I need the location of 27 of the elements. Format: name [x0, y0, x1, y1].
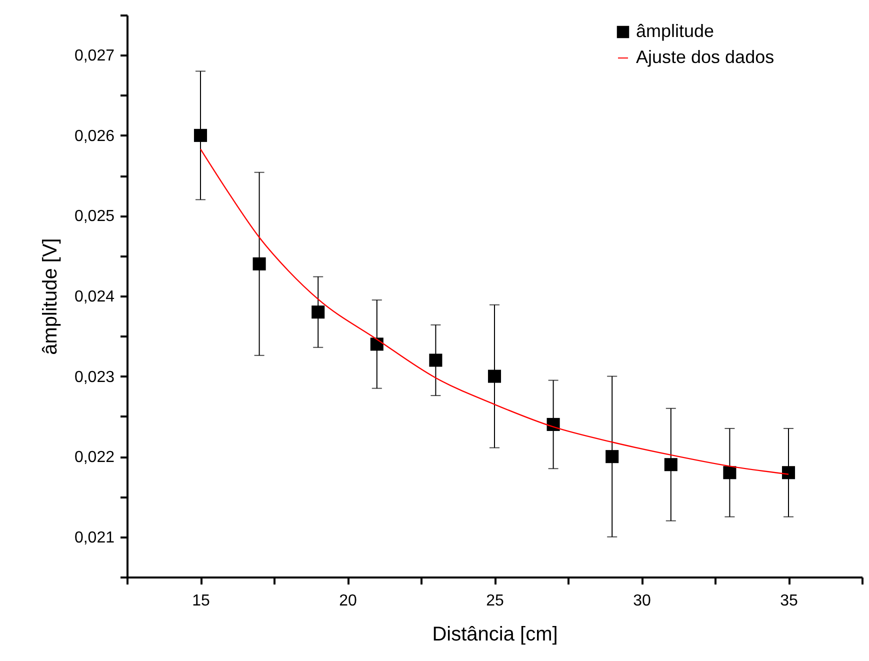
x-tick-label: 25: [486, 592, 504, 610]
y-tick-label: 0,027: [74, 48, 115, 65]
y-tick-label: 0,025: [74, 208, 115, 226]
point: [429, 354, 442, 367]
point: [488, 370, 502, 383]
y-tick-label: 0,024: [74, 288, 115, 306]
point: [194, 128, 208, 142]
point: [312, 306, 325, 319]
legend-label: âmplitude: [636, 21, 714, 41]
x-tick-label: 15: [192, 592, 210, 610]
point: [546, 418, 560, 431]
y-tick-label: 0,026: [74, 128, 115, 145]
y-tick-label: 0,021: [74, 529, 115, 546]
point: [664, 458, 678, 472]
x-tick-label: 30: [633, 592, 651, 610]
point: [723, 466, 736, 480]
y-axis-title: âmplitude [V]: [39, 238, 62, 355]
legend-label: Ajuste dos dados: [636, 47, 774, 67]
point: [370, 338, 384, 351]
y-tick-label: 0,023: [74, 368, 115, 386]
point: [606, 450, 619, 464]
point: [252, 257, 266, 270]
x-tick-label: 20: [339, 592, 357, 610]
y-tick-label: 0,022: [74, 449, 115, 466]
point: [782, 466, 796, 480]
x-tick-label: 35: [780, 592, 798, 610]
x-axis-title: Distância [cm]: [432, 624, 558, 646]
